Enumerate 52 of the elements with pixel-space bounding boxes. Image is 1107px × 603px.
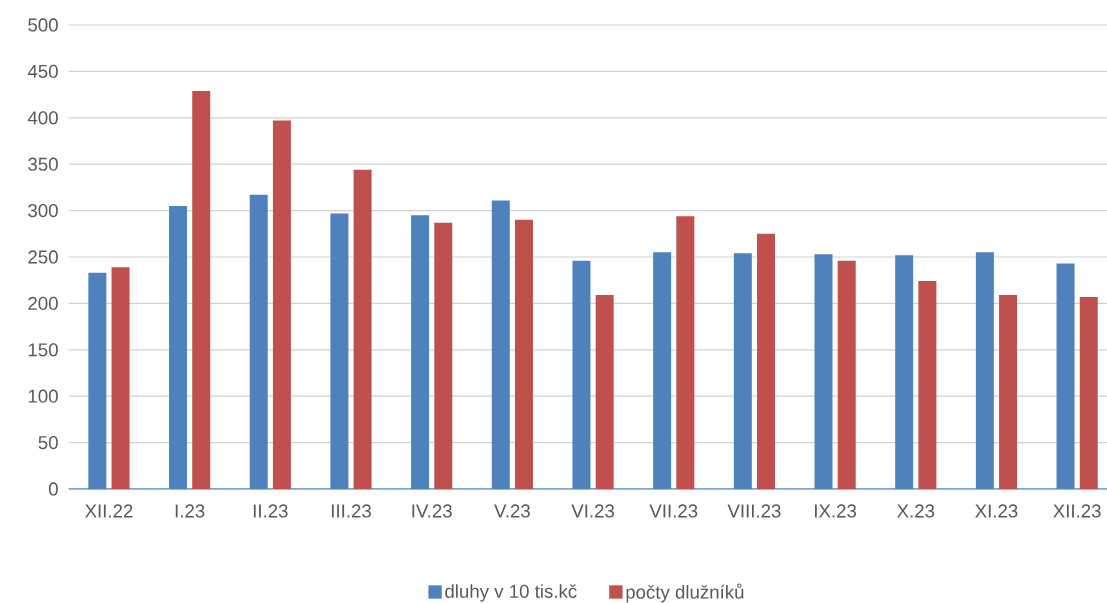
bar (1056, 263, 1075, 489)
x-tick-label: X.23 (897, 504, 935, 518)
x-tick-label: XII.22 (84, 504, 133, 518)
bar (653, 252, 672, 489)
bar (111, 267, 130, 489)
legend-label: počty dlužníků (626, 583, 744, 603)
bar (169, 205, 188, 489)
bar (491, 200, 510, 489)
x-tick-label: II.23 (253, 504, 288, 518)
bar (514, 219, 533, 489)
x-tick-label: IV.23 (412, 504, 452, 518)
legend-label: dluhy v 10 tis.kč (445, 584, 577, 602)
x-tick-label: VI.23 (571, 504, 615, 518)
bar (434, 222, 453, 489)
bar (757, 233, 776, 489)
bar (192, 90, 211, 489)
x-tick-label: VII.23 (649, 504, 698, 518)
bar (999, 295, 1018, 489)
y-tick-label: 350 (28, 157, 58, 171)
x-tick-label: VIII.23 (727, 504, 781, 518)
y-tick-label: 150 (28, 343, 58, 357)
bar (249, 194, 268, 489)
y-tick-label: 250 (28, 250, 58, 264)
x-tick-label: V.23 (494, 504, 530, 518)
bar (733, 253, 752, 489)
y-tick-label: 200 (28, 296, 58, 310)
bar (88, 272, 107, 489)
x-tick-label: IX.23 (815, 504, 857, 518)
y-tick-label: 0 (48, 482, 58, 496)
bar (1079, 296, 1098, 489)
bar (353, 169, 372, 489)
bar (895, 255, 914, 489)
y-tick-label: 50 (38, 435, 58, 450)
bar (411, 215, 430, 489)
y-tick-label: 400 (27, 111, 58, 125)
y-tick-label: 500 (28, 18, 58, 32)
bar (272, 120, 291, 489)
x-tick-label: XI.23 (975, 504, 1018, 518)
x-tick-label: XII.23 (1053, 504, 1101, 518)
y-tick-label: 300 (28, 203, 58, 218)
bar (676, 216, 695, 489)
bar (814, 254, 833, 489)
bar (595, 295, 614, 489)
x-tick-label: III.23 (331, 504, 371, 518)
bar (975, 252, 994, 489)
y-tick-label: 450 (27, 64, 58, 79)
bar (918, 281, 937, 489)
bar (837, 260, 856, 489)
y-tick-label: 100 (28, 389, 58, 403)
bar (572, 260, 591, 489)
bar (330, 213, 349, 489)
x-tick-label: I.23 (175, 504, 205, 518)
